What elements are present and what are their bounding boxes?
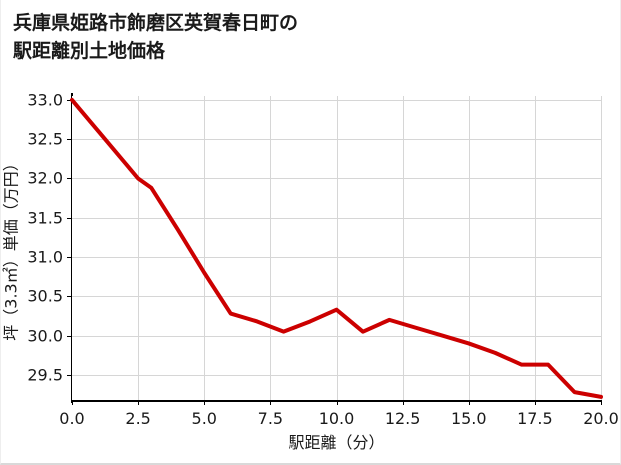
x-tick-label: 17.5 [517, 409, 553, 428]
gridline-vertical [402, 96, 404, 400]
y-tick-label: 30.0 [27, 326, 63, 346]
x-tick-label: 12.5 [384, 409, 421, 428]
x-tick-label: 20.0 [583, 409, 619, 428]
x-tick-mark [270, 400, 272, 405]
x-tick-mark [72, 400, 73, 405]
y-axis-title: 坪（3.3㎡）単価（万円） [1, 96, 22, 400]
x-tick-label: 5.0 [191, 409, 217, 428]
plot-area: 29.5 30.0 30.5 31.0 31.5 32.0 32.5 33.0 0.0 2.5 5… [27, 90, 618, 428]
y-tick-mark [67, 374, 72, 376]
x-axis-title: 駅距離（分） [288, 433, 385, 452]
page-title: 兵庫県姫路市飾磨区英賀春日町の 駅距離別土地価格 [13, 12, 299, 62]
y-tick-label: 33.0 [27, 90, 63, 110]
y-axis-title-text: 坪（3.3㎡）単価（万円） [2, 155, 22, 341]
gridline-vertical [468, 96, 470, 400]
gridline-vertical [336, 96, 338, 400]
y-tick-label: 32.0 [27, 168, 63, 188]
x-tick-label: 2.5 [125, 409, 151, 428]
gridline-vertical [204, 96, 206, 400]
x-tick-label: 7.5 [257, 409, 284, 428]
x-tick-mark [138, 400, 140, 405]
y-tick-mark [67, 257, 72, 259]
x-tick-label: 15.0 [450, 409, 487, 428]
gridline-vertical [534, 96, 536, 400]
gridline-vertical [270, 96, 272, 400]
x-tick-mark [336, 400, 338, 405]
y-tick-mark [67, 178, 72, 180]
x-tick-label: 0.0 [59, 409, 85, 428]
y-tick-mark [67, 296, 72, 298]
y-tick-label: 30.5 [27, 286, 63, 306]
y-tick-label: 31.5 [27, 208, 63, 228]
x-tick-mark [204, 400, 206, 405]
y-tick-mark [67, 99, 72, 101]
y-tick-label: 32.5 [27, 129, 63, 149]
y-tick-mark [67, 139, 72, 141]
gridline-vertical [138, 96, 140, 400]
x-tick-label: 10.0 [318, 409, 355, 428]
y-tick-label: 31.0 [27, 247, 63, 267]
series-line-坪単価 [70, 97, 603, 399]
x-tick-mark [468, 400, 470, 405]
gridline-vertical [601, 96, 602, 400]
y-tick-label: 29.5 [27, 365, 63, 385]
x-tick-mark [402, 400, 404, 405]
x-tick-mark [601, 400, 602, 405]
x-tick-mark [534, 400, 536, 405]
series-line-chart [70, 97, 603, 399]
y-tick-mark [67, 335, 72, 337]
y-tick-mark [67, 217, 72, 219]
